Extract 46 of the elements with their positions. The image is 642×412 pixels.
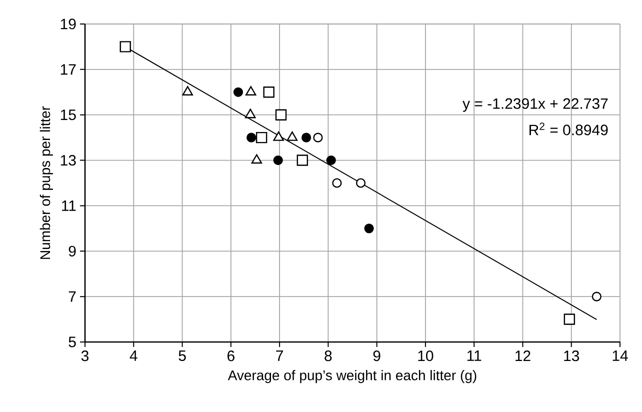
point <box>182 86 193 96</box>
x-tick-label: 3 <box>81 350 89 362</box>
point <box>275 109 287 120</box>
y-tick-label: 17 <box>60 64 76 75</box>
y-tick-label: 19 <box>60 18 76 30</box>
point <box>273 155 283 166</box>
point <box>251 154 262 164</box>
point <box>263 86 274 98</box>
point <box>245 108 256 118</box>
point <box>564 314 576 325</box>
x-tick-label: 13 <box>564 350 580 362</box>
point <box>273 131 284 141</box>
point <box>592 292 602 302</box>
x-tick-label: 6 <box>228 350 234 362</box>
x-axis-title: Average of pup’s weight in each litter (g) <box>228 370 476 384</box>
point <box>313 132 323 142</box>
point <box>326 155 336 166</box>
point <box>302 132 312 142</box>
annotation: R$^{2}$ = 0.8949 <box>530 122 608 136</box>
point <box>256 132 268 144</box>
y-tick-label: 5 <box>68 336 76 348</box>
x-tick-label: 9 <box>373 350 380 362</box>
point <box>120 41 131 52</box>
point <box>296 154 308 166</box>
x-tick-label: 11 <box>467 350 482 361</box>
point <box>286 131 298 141</box>
y-axis-title: Number of pups per litter <box>40 106 53 259</box>
point <box>233 87 244 97</box>
point <box>245 86 256 96</box>
x-tick-label: 7 <box>276 350 283 361</box>
x-tick-label: 12 <box>516 350 530 362</box>
y-tick-label: 11 <box>62 200 76 211</box>
x-tick-label: 8 <box>324 350 332 362</box>
point <box>246 132 256 142</box>
point <box>356 178 366 188</box>
x-tick-label: 14 <box>612 350 628 361</box>
x-tick-label: 10 <box>418 350 434 362</box>
point <box>332 178 342 188</box>
y-tick-label: 9 <box>68 246 76 256</box>
point <box>364 224 374 234</box>
x-tick-label: 5 <box>178 350 186 361</box>
y-tick-label: 15 <box>60 110 76 120</box>
annotation: y = -1.2391x + 22.737 <box>462 98 608 112</box>
y-tick-label: 13 <box>60 154 76 166</box>
x-tick-label: 4 <box>130 350 138 361</box>
y-tick-label: 7 <box>68 291 76 302</box>
